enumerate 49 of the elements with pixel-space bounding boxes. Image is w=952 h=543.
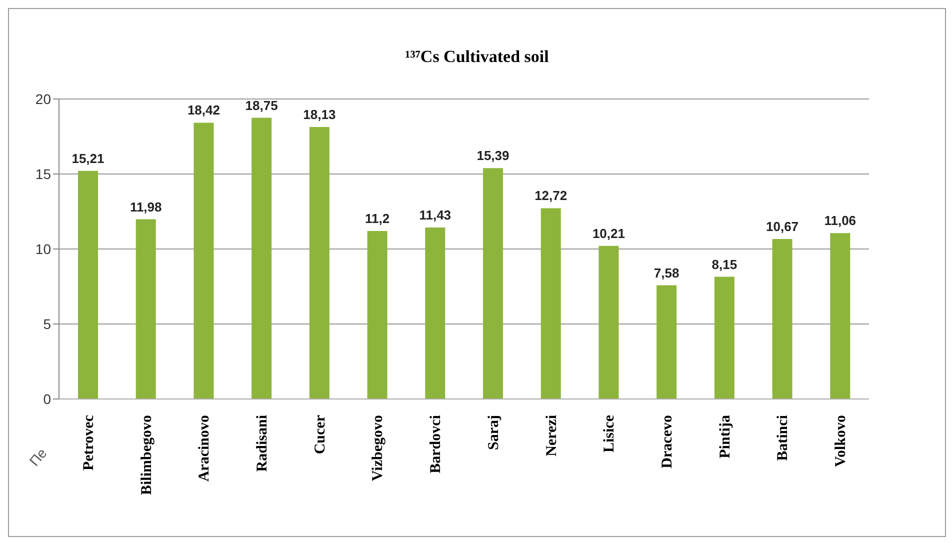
text: Пе <box>26 445 50 469</box>
data-label: 10,67 <box>766 218 799 234</box>
data-label: 15,21 <box>72 150 104 166</box>
x-tick-label: Cucer <box>312 414 328 454</box>
y-tick-label: 20 <box>35 90 52 107</box>
bar <box>656 285 677 399</box>
bar <box>714 276 734 399</box>
data-label: 15,39 <box>476 148 510 164</box>
data-label: 7,58 <box>654 265 680 280</box>
data-label: 11,2 <box>364 211 390 226</box>
bar <box>367 231 388 399</box>
bar <box>78 170 98 399</box>
bar <box>309 127 330 399</box>
y-tick-label: 10 <box>35 240 52 257</box>
x-tick-label: Petrovec <box>80 414 97 471</box>
x-tick-label: Aracinovo <box>196 415 213 482</box>
bar <box>598 246 619 399</box>
x-tick-label: Volkovo <box>833 415 850 467</box>
data-label: 18,13 <box>303 107 336 122</box>
y-tick-label: 5 <box>43 316 52 332</box>
x-tick-label: Lisice <box>602 414 618 452</box>
x-tick-label: Bardovci <box>428 415 444 474</box>
y-tick-label: 15 <box>35 166 52 182</box>
x-tick-label: Nerezi <box>544 415 560 456</box>
x-tick-label: Dracevo <box>660 415 676 468</box>
data-label: 11,06 <box>824 213 856 228</box>
y-tick-label: 0 <box>43 390 52 407</box>
data-label: 18,42 <box>187 102 220 118</box>
x-tick-label: Radisani <box>254 415 270 472</box>
data-label: 8,15 <box>712 256 738 272</box>
x-tick-label: Vizbegovo <box>370 415 386 482</box>
bar <box>830 233 850 399</box>
bar <box>136 219 156 399</box>
x-tick-label: Saraj <box>486 415 502 450</box>
x-tick-label: Batinci <box>775 415 792 461</box>
data-label: 12,72 <box>534 188 568 204</box>
bar <box>252 118 272 399</box>
x-tick-label: Bilimbegovo <box>138 415 155 496</box>
bar <box>772 238 792 399</box>
x-tick-label: Pintija <box>717 414 734 458</box>
bar <box>425 228 446 399</box>
bar <box>540 208 561 399</box>
data-label: 11,98 <box>130 199 162 214</box>
bar <box>194 122 214 399</box>
chart-title: ¹³⁷Cs Cultivated soil <box>404 47 550 67</box>
data-label: 10,21 <box>592 226 625 241</box>
bar <box>483 168 503 399</box>
data-label: 11,43 <box>419 208 452 223</box>
data-label: 18,75 <box>245 98 278 113</box>
